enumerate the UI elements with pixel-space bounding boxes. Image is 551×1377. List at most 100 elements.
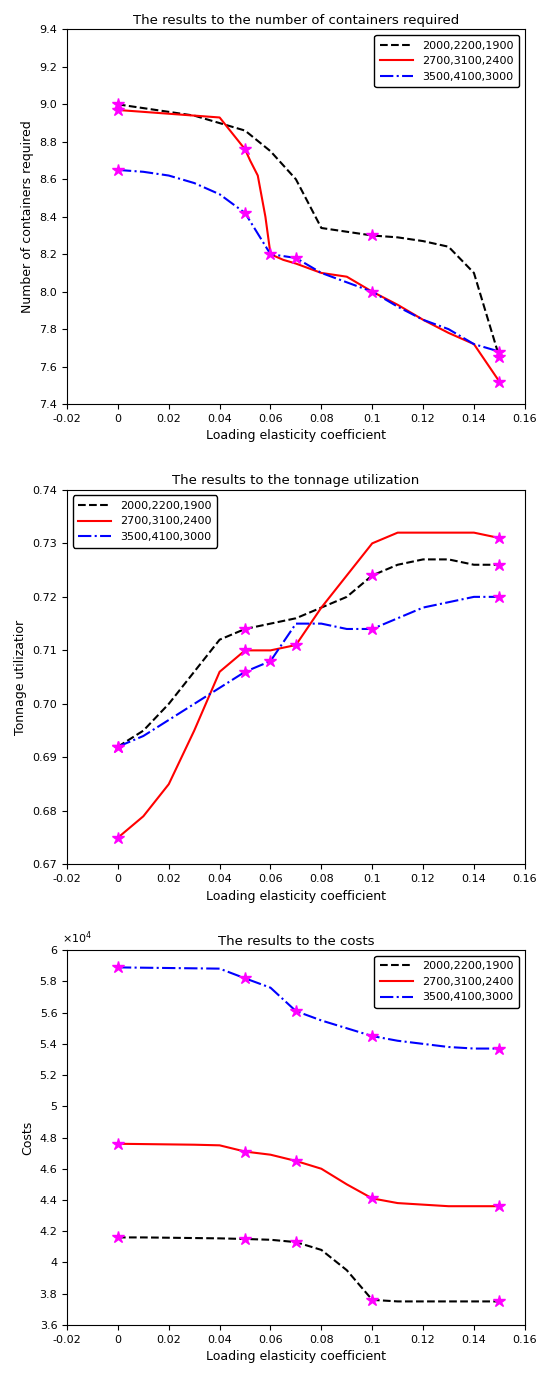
2700,3100,2400	[471, 1198, 477, 1215]
2700,3100,2400	[471, 336, 477, 353]
3500,4100,3000	[115, 738, 121, 755]
3500,4100,3000	[445, 1038, 452, 1055]
2700,3100,2400	[191, 107, 197, 124]
3500,4100,3000	[471, 1040, 477, 1056]
Y-axis label: Costs: Costs	[21, 1121, 34, 1155]
2000,2200,1900	[420, 233, 426, 249]
3500,4100,3000	[165, 960, 172, 976]
2000,2200,1900	[445, 551, 452, 567]
2000,2200,1900	[445, 238, 452, 255]
2000,2200,1900	[242, 621, 249, 638]
2700,3100,2400	[395, 1195, 401, 1212]
Line: 2000,2200,1900: 2000,2200,1900	[118, 1238, 499, 1301]
2000,2200,1900	[471, 556, 477, 573]
2000,2200,1900	[140, 723, 147, 739]
2000,2200,1900	[293, 171, 299, 187]
2700,3100,2400	[445, 1198, 452, 1215]
2700,3100,2400	[242, 140, 249, 157]
2000,2200,1900	[217, 114, 223, 131]
3500,4100,3000	[191, 695, 197, 712]
2700,3100,2400	[369, 284, 376, 300]
Legend: 2000,2200,1900, 2700,3100,2400, 3500,4100,3000: 2000,2200,1900, 2700,3100,2400, 3500,410…	[375, 956, 519, 1008]
3500,4100,3000	[242, 205, 249, 222]
3500,4100,3000	[191, 175, 197, 191]
2700,3100,2400	[471, 525, 477, 541]
2000,2200,1900	[191, 1230, 197, 1246]
2000,2200,1900	[420, 1293, 426, 1310]
2700,3100,2400	[115, 1136, 121, 1153]
2000,2200,1900	[318, 220, 325, 237]
2000,2200,1900	[140, 1230, 147, 1246]
2700,3100,2400	[217, 1137, 223, 1154]
2700,3100,2400	[140, 103, 147, 120]
3500,4100,3000	[293, 249, 299, 266]
2700,3100,2400	[445, 325, 452, 341]
3500,4100,3000	[420, 1036, 426, 1052]
2700,3100,2400	[293, 1153, 299, 1169]
3500,4100,3000	[293, 616, 299, 632]
2000,2200,1900	[115, 738, 121, 755]
3500,4100,3000	[115, 960, 121, 976]
3500,4100,3000	[343, 274, 350, 291]
2000,2200,1900	[267, 143, 274, 160]
2000,2200,1900	[293, 610, 299, 627]
2700,3100,2400	[242, 642, 249, 658]
2000,2200,1900	[343, 588, 350, 605]
2700,3100,2400	[420, 311, 426, 328]
3500,4100,3000	[343, 1020, 350, 1037]
2000,2200,1900	[496, 556, 503, 573]
2700,3100,2400	[496, 530, 503, 547]
2700,3100,2400	[115, 102, 121, 118]
3500,4100,3000	[191, 960, 197, 976]
Line: 3500,4100,3000: 3500,4100,3000	[118, 169, 499, 351]
Legend: 2000,2200,1900, 2700,3100,2400, 3500,4100,3000: 2000,2200,1900, 2700,3100,2400, 3500,410…	[73, 496, 218, 548]
3500,4100,3000	[496, 1040, 503, 1056]
3500,4100,3000	[395, 299, 401, 315]
Text: $\times 10^4$: $\times 10^4$	[62, 929, 93, 946]
2000,2200,1900	[496, 1293, 503, 1310]
2000,2200,1900	[343, 223, 350, 240]
3500,4100,3000	[369, 621, 376, 638]
2700,3100,2400	[140, 808, 147, 825]
2000,2200,1900	[395, 1293, 401, 1310]
2700,3100,2400	[267, 642, 274, 658]
2000,2200,1900	[191, 664, 197, 680]
3500,4100,3000	[267, 979, 274, 996]
3500,4100,3000	[165, 712, 172, 728]
3500,4100,3000	[471, 336, 477, 353]
3500,4100,3000	[445, 321, 452, 337]
X-axis label: Loading elasticity coefficient: Loading elasticity coefficient	[206, 890, 386, 903]
2700,3100,2400	[267, 246, 274, 263]
2700,3100,2400	[217, 664, 223, 680]
2700,3100,2400	[165, 106, 172, 123]
2700,3100,2400	[267, 1147, 274, 1164]
2700,3100,2400	[247, 153, 253, 169]
2000,2200,1900	[191, 107, 197, 124]
2700,3100,2400	[496, 373, 503, 390]
2700,3100,2400	[496, 1198, 503, 1215]
2700,3100,2400	[369, 1190, 376, 1206]
3500,4100,3000	[496, 343, 503, 359]
3500,4100,3000	[420, 311, 426, 328]
2000,2200,1900	[471, 1293, 477, 1310]
3500,4100,3000	[267, 653, 274, 669]
Legend: 2000,2200,1900, 2700,3100,2400, 3500,4100,3000: 2000,2200,1900, 2700,3100,2400, 3500,410…	[375, 34, 519, 87]
3500,4100,3000	[217, 960, 223, 976]
X-axis label: Loading elasticity coefficient: Loading elasticity coefficient	[206, 1349, 386, 1363]
Y-axis label: Number of containers required: Number of containers required	[21, 120, 34, 313]
2700,3100,2400	[115, 829, 121, 845]
2000,2200,1900	[420, 551, 426, 567]
Line: 2700,3100,2400: 2700,3100,2400	[118, 110, 499, 381]
2700,3100,2400	[165, 1136, 172, 1153]
2700,3100,2400	[395, 525, 401, 541]
2000,2200,1900	[140, 101, 147, 117]
2700,3100,2400	[262, 208, 269, 224]
3500,4100,3000	[420, 599, 426, 616]
2700,3100,2400	[395, 296, 401, 313]
2700,3100,2400	[242, 1143, 249, 1159]
2000,2200,1900	[293, 1234, 299, 1250]
2000,2200,1900	[369, 1292, 376, 1308]
3500,4100,3000	[140, 164, 147, 180]
2000,2200,1900	[242, 1231, 249, 1248]
2000,2200,1900	[217, 1230, 223, 1246]
